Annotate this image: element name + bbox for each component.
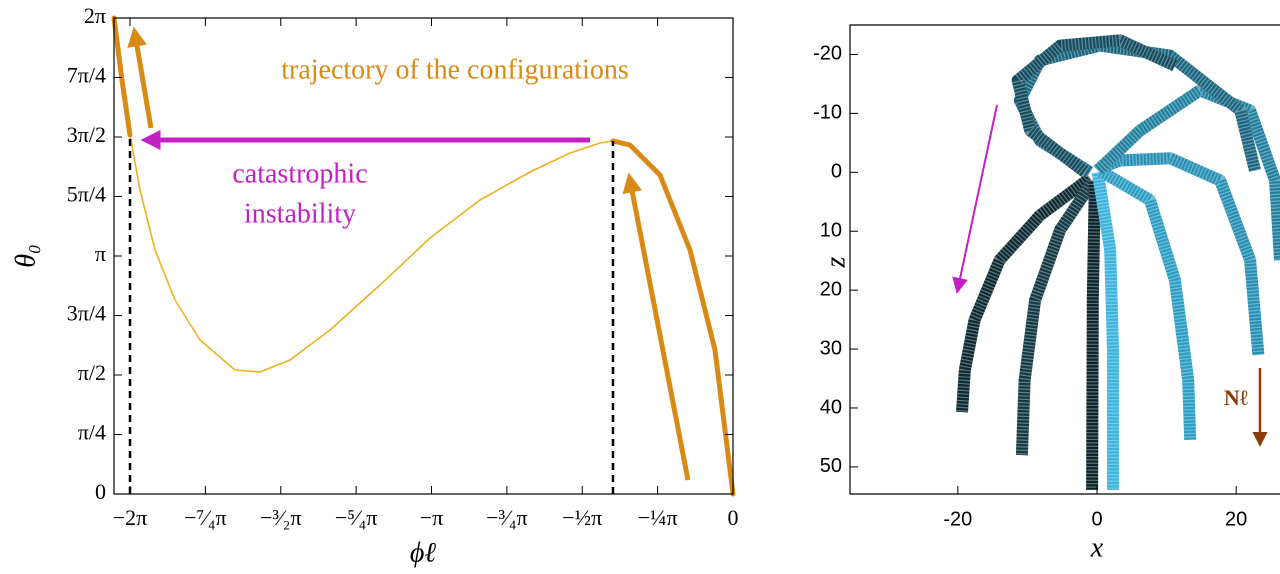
y-tick-label: 30	[820, 337, 842, 359]
annotation: trajectory of the configurations	[281, 54, 629, 85]
trajectory-arrow	[127, 26, 154, 129]
y-axis-label: z	[820, 256, 851, 268]
series-line	[1086, 180, 1101, 490]
series-hatch	[1086, 180, 1101, 490]
y-tick-label: 50	[820, 455, 842, 477]
x-axis-label: x	[1090, 532, 1104, 563]
annotation: instability	[244, 198, 356, 229]
left-panel	[111, 15, 736, 497]
x-tick-label: 0	[1091, 508, 1102, 530]
y-tick-label: -10	[813, 102, 842, 124]
series-line	[1096, 165, 1197, 441]
x-tick-label: −⁷⁄₄π	[184, 505, 227, 530]
axes-frame	[849, 24, 1280, 495]
y-tick-label: π/4	[78, 420, 106, 445]
series-line	[1097, 152, 1265, 356]
x-tick-label: −⁵⁄₄π	[335, 505, 378, 530]
series-line	[1015, 178, 1098, 456]
direction-arrow	[952, 104, 998, 294]
axes-frame	[113, 17, 734, 495]
trajectory-arrow	[622, 172, 691, 481]
annotation: Nℓ	[1224, 385, 1248, 410]
x-axis-label: ϕℓ	[410, 537, 436, 568]
y-tick-label: 20	[820, 278, 842, 300]
x-tick-label: −³⁄₂π	[260, 505, 301, 530]
series-hatch	[1097, 152, 1265, 356]
y-tick-label: 5π/4	[67, 182, 106, 207]
series-line	[1091, 171, 1119, 490]
y-tick-label: -20	[813, 43, 842, 65]
x-tick-label: 0	[728, 505, 739, 530]
series-hatch	[1096, 165, 1197, 441]
panel-labels: −2π −⁷⁄₄π −³⁄₂π −⁵⁄₄π −π −³⁄₄π −½π −¼π 0 0 π/4 π/2 3…	[10, 3, 1280, 568]
annotation: catastrophic	[232, 158, 367, 189]
y-tick-label: 40	[820, 396, 842, 418]
series-hatch	[1091, 171, 1119, 490]
y-axis-label: θ₀	[10, 244, 41, 268]
x-tick-label: -20	[943, 508, 972, 530]
x-tick-label: 20	[1225, 508, 1247, 530]
right-panel	[956, 34, 1280, 490]
y-tick-label: 3π/4	[67, 301, 106, 326]
series-line	[1011, 34, 1178, 178]
y-tick-label: 0	[831, 161, 842, 183]
x-tick-label: −π	[420, 505, 444, 530]
y-tick-label: 10	[820, 219, 842, 241]
series-hatch	[1015, 178, 1098, 456]
series-line	[956, 173, 1094, 413]
series-line	[111, 15, 736, 497]
series-line	[1093, 84, 1280, 261]
x-tick-label: −¼π	[638, 505, 678, 530]
x-tick-label: −½π	[562, 505, 602, 530]
series-hatch	[956, 173, 1094, 413]
y-tick-label: 7π/4	[67, 63, 106, 88]
y-tick-label: π	[95, 241, 106, 266]
y-tick-label: 2π	[84, 3, 106, 28]
series-line	[113, 17, 734, 495]
y-tick-label: π/2	[78, 360, 106, 385]
y-tick-label: 3π/2	[67, 122, 106, 147]
series-hatch	[1010, 34, 1178, 178]
x-tick-label: −2π	[113, 505, 148, 530]
y-tick-label: 0	[95, 479, 106, 504]
x-tick-label: −³⁄₄π	[486, 505, 527, 530]
